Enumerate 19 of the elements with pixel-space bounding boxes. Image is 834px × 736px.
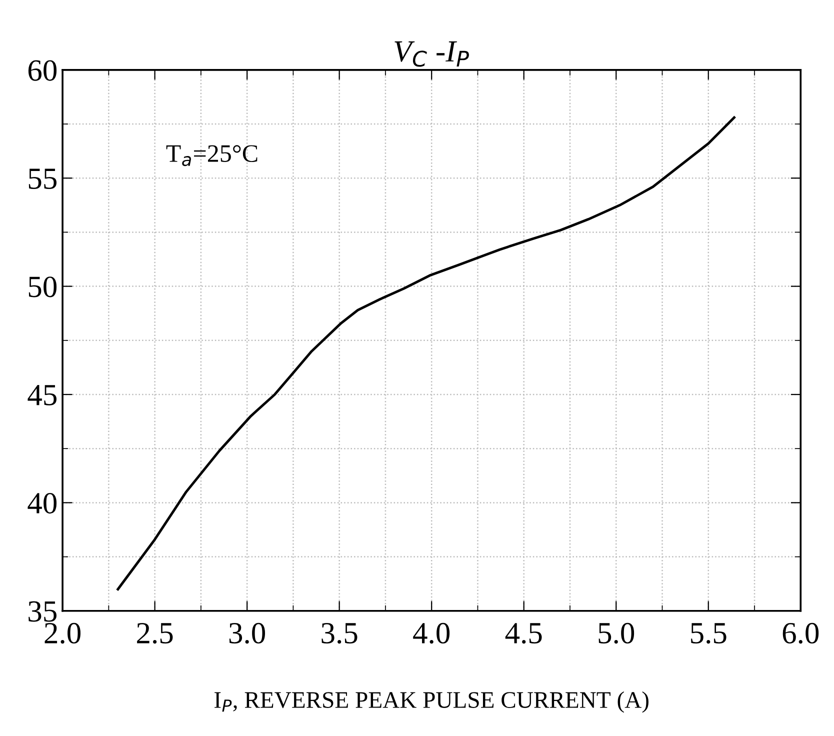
x-tick-label: 6.0 bbox=[782, 622, 819, 644]
x-tick-label: 2.0 bbox=[44, 622, 80, 644]
x-tick-label: 3.0 bbox=[229, 622, 266, 644]
x-tick-label: 5.5 bbox=[691, 623, 726, 644]
x-tick-label: 3.5 bbox=[322, 622, 358, 644]
y-tick-label: 40 bbox=[28, 492, 57, 514]
x-tick-label: 4.0 bbox=[413, 622, 450, 644]
line-series bbox=[116, 116, 736, 590]
x-axis-title: I$_{P}$, REVERSE PEAK PULSE CURRENT (A) bbox=[214, 691, 648, 713]
y-tick-label: 45 bbox=[28, 384, 56, 406]
y-tick-label: 50 bbox=[28, 276, 57, 298]
x-tick-label: 2.5 bbox=[137, 622, 173, 644]
x-tick-label: 5.0 bbox=[598, 622, 634, 644]
y-tick-label: 35 bbox=[28, 601, 56, 622]
chart-title: V$_{C}$ -I$_{P}$ bbox=[394, 41, 469, 67]
annotation: T$_{a}$=25°C bbox=[166, 145, 258, 166]
y-tick-label: 55 bbox=[28, 168, 56, 190]
y-tick-label: 60 bbox=[28, 60, 57, 81]
x-tick-label: 4.5 bbox=[505, 623, 542, 644]
